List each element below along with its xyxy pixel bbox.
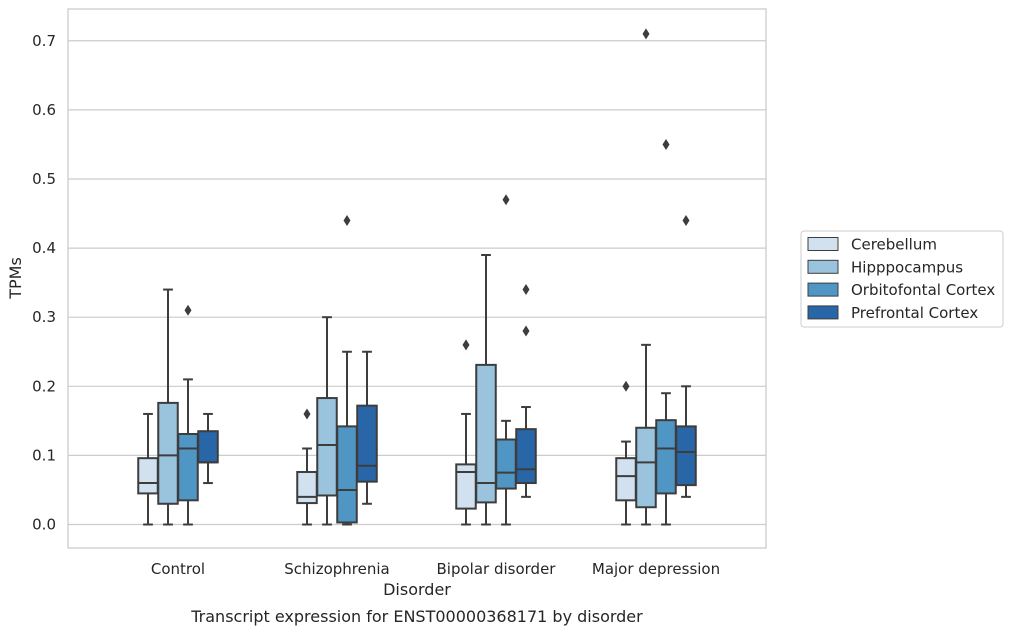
legend-swatch (807, 259, 839, 274)
y-tick-label: 0.7 (32, 32, 56, 50)
y-tick-label: 0.2 (32, 377, 56, 395)
y-axis-title: TPMs (6, 257, 25, 300)
x-tick-label: Schizophrenia (284, 560, 389, 578)
y-tick-label: 0.4 (32, 239, 56, 257)
outlier-point (184, 304, 192, 316)
legend: Cerebellum Hipppocampus Orbitofontal Corte… (800, 230, 1004, 328)
y-tick-label: 0.0 (32, 516, 56, 534)
legend-swatch (807, 237, 839, 251)
outlier-point (522, 284, 530, 296)
x-axis-title: Disorder (383, 580, 451, 599)
iqr-box (157, 401, 179, 505)
box-plots (137, 28, 697, 526)
outlier-point (682, 214, 690, 226)
plot-frame (67, 8, 767, 549)
box-hipppocampus-1 (316, 316, 338, 526)
iqr-box (495, 438, 517, 490)
outlier-point (522, 325, 530, 337)
y-tick-label: 0.5 (32, 170, 56, 188)
legend-label: Cerebellum (851, 236, 937, 254)
box-cerebellum-3 (615, 380, 637, 526)
outlier-point (502, 194, 510, 206)
y-tick-labels: 0.0 0.1 0.2 0.3 0.4 0.5 0.6 0.7 (32, 32, 56, 534)
x-tick-labels: Control Schizophrenia Bipolar disorder Majo… (151, 560, 720, 578)
legend-swatch (807, 282, 839, 297)
x-tick-label: Bipolar disorder (437, 560, 557, 578)
iqr-box (515, 428, 537, 485)
iqr-box (197, 430, 219, 464)
box-cerebellum-0 (137, 412, 159, 526)
box-orbitofontal-cortex-1 (336, 214, 358, 526)
iqr-box (615, 457, 637, 502)
outlier-point (642, 28, 650, 40)
outlier-point (462, 339, 470, 351)
box-orbitofontal-cortex-0 (177, 304, 199, 526)
outlier-point (343, 214, 351, 226)
iqr-box (356, 404, 378, 483)
y-tick-label: 0.6 (32, 101, 56, 119)
box-prefrontal-cortex-0 (197, 412, 219, 485)
iqr-box (655, 419, 677, 495)
box-hipppocampus-3 (635, 28, 657, 526)
iqr-box (177, 432, 199, 502)
legend-swatch (807, 305, 839, 320)
iqr-box (316, 397, 338, 497)
outlier-point (303, 408, 311, 420)
iqr-box (137, 457, 159, 495)
box-hipppocampus-2 (475, 254, 497, 526)
figure-caption: Transcript expression for ENST0000036817… (190, 607, 643, 626)
box-orbitofontal-cortex-3 (655, 138, 677, 526)
box-prefrontal-cortex-3 (675, 214, 697, 498)
box-cerebellum-2 (455, 339, 477, 526)
y-tick-label: 0.1 (32, 446, 56, 464)
legend-label: Prefrontal Cortex (851, 304, 978, 322)
x-tick-label: Control (151, 560, 205, 578)
legend-label: Orbitofontal Cortex (851, 281, 995, 299)
outlier-point (662, 138, 670, 150)
iqr-box (296, 470, 318, 505)
iqr-box (475, 363, 497, 504)
legend-label: Hipppocampus (851, 258, 963, 276)
iqr-box (336, 425, 358, 524)
iqr-box (675, 425, 697, 487)
box-prefrontal-cortex-2 (515, 284, 537, 498)
iqr-box (635, 426, 657, 509)
outlier-point (622, 380, 630, 392)
box-orbitofontal-cortex-2 (495, 194, 517, 526)
box-prefrontal-cortex-1 (356, 350, 378, 505)
y-tick-label: 0.3 (32, 308, 56, 326)
legend-frame (800, 230, 1004, 328)
x-tick-label: Major depression (592, 560, 720, 578)
box-cerebellum-1 (296, 408, 318, 526)
